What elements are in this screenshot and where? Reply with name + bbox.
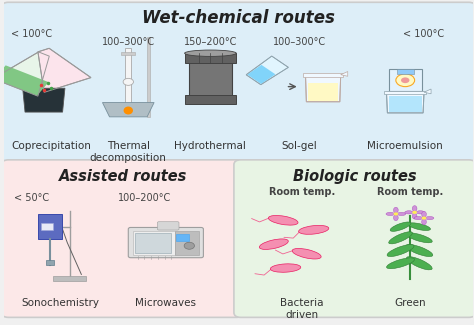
Ellipse shape bbox=[422, 219, 427, 225]
Bar bbox=[184, 53, 236, 63]
Polygon shape bbox=[341, 72, 348, 76]
Polygon shape bbox=[305, 75, 341, 102]
Ellipse shape bbox=[292, 249, 321, 259]
Ellipse shape bbox=[270, 264, 301, 272]
Bar bbox=[121, 52, 136, 55]
Ellipse shape bbox=[124, 107, 133, 114]
Ellipse shape bbox=[387, 244, 414, 256]
Polygon shape bbox=[247, 65, 275, 84]
Polygon shape bbox=[386, 92, 424, 113]
Text: Hydrothermal: Hydrothermal bbox=[174, 141, 246, 151]
Text: 100–200°C: 100–200°C bbox=[118, 193, 171, 203]
Bar bbox=[147, 37, 150, 117]
Bar bbox=[41, 224, 53, 230]
Ellipse shape bbox=[396, 74, 415, 87]
Ellipse shape bbox=[397, 212, 406, 215]
Text: < 100°C: < 100°C bbox=[403, 29, 445, 39]
Polygon shape bbox=[0, 52, 49, 96]
Ellipse shape bbox=[406, 244, 433, 256]
Ellipse shape bbox=[184, 242, 194, 249]
Text: Coprecipitation: Coprecipitation bbox=[11, 141, 91, 151]
Polygon shape bbox=[0, 65, 49, 96]
Ellipse shape bbox=[268, 215, 298, 225]
Bar bbox=[136, 233, 171, 253]
Text: Sonochemistry: Sonochemistry bbox=[21, 298, 99, 308]
Ellipse shape bbox=[416, 211, 425, 214]
Bar bbox=[53, 276, 86, 281]
Text: Room temp.: Room temp. bbox=[377, 187, 443, 197]
Text: Microwaves: Microwaves bbox=[136, 298, 196, 308]
Polygon shape bbox=[23, 88, 65, 112]
Bar bbox=[389, 69, 422, 91]
Bar bbox=[397, 69, 414, 74]
Ellipse shape bbox=[412, 206, 417, 211]
Text: Assisted routes: Assisted routes bbox=[58, 169, 187, 184]
FancyBboxPatch shape bbox=[1, 160, 243, 318]
Ellipse shape bbox=[123, 78, 134, 85]
Text: Sol-gel: Sol-gel bbox=[282, 141, 318, 151]
Text: Thermal
decomposition: Thermal decomposition bbox=[90, 141, 167, 163]
Text: Wet-chemical routes: Wet-chemical routes bbox=[142, 9, 335, 27]
Bar bbox=[38, 214, 62, 240]
Ellipse shape bbox=[426, 216, 434, 220]
Text: Bacteria
driven: Bacteria driven bbox=[280, 298, 324, 320]
Bar bbox=[126, 48, 131, 103]
Text: < 100°C: < 100°C bbox=[11, 29, 53, 39]
Text: 100–300°C: 100–300°C bbox=[273, 37, 326, 47]
FancyBboxPatch shape bbox=[157, 222, 179, 230]
Bar bbox=[175, 231, 199, 254]
Ellipse shape bbox=[422, 211, 427, 217]
FancyBboxPatch shape bbox=[1, 2, 474, 163]
Text: Microemulsion: Microemulsion bbox=[367, 141, 443, 151]
Polygon shape bbox=[424, 89, 431, 94]
Ellipse shape bbox=[390, 222, 411, 231]
Text: 100–300°C: 100–300°C bbox=[102, 37, 155, 47]
Ellipse shape bbox=[259, 239, 288, 249]
Text: < 50°C: < 50°C bbox=[15, 193, 50, 203]
Polygon shape bbox=[308, 83, 338, 101]
Text: Room temp.: Room temp. bbox=[269, 187, 335, 197]
Ellipse shape bbox=[299, 226, 329, 234]
FancyBboxPatch shape bbox=[128, 227, 203, 258]
FancyBboxPatch shape bbox=[234, 160, 474, 318]
Ellipse shape bbox=[387, 258, 415, 269]
Ellipse shape bbox=[386, 212, 394, 215]
Ellipse shape bbox=[401, 77, 410, 83]
Ellipse shape bbox=[422, 216, 427, 220]
Ellipse shape bbox=[389, 232, 412, 244]
Polygon shape bbox=[38, 48, 91, 92]
Bar bbox=[46, 260, 54, 265]
Ellipse shape bbox=[406, 233, 432, 243]
Ellipse shape bbox=[408, 223, 430, 230]
Ellipse shape bbox=[412, 211, 417, 214]
Ellipse shape bbox=[414, 216, 423, 220]
Text: Biologic routes: Biologic routes bbox=[293, 169, 417, 184]
Text: 150–200°C: 150–200°C bbox=[184, 37, 237, 47]
Ellipse shape bbox=[407, 257, 432, 270]
Bar bbox=[384, 91, 427, 94]
Bar bbox=[303, 73, 343, 77]
Ellipse shape bbox=[184, 50, 236, 57]
Ellipse shape bbox=[393, 212, 398, 215]
Bar bbox=[133, 231, 175, 254]
Bar bbox=[189, 58, 232, 99]
Polygon shape bbox=[102, 103, 154, 117]
Bar bbox=[176, 234, 189, 241]
Ellipse shape bbox=[393, 215, 398, 221]
Ellipse shape bbox=[412, 213, 417, 219]
Ellipse shape bbox=[405, 211, 413, 214]
Text: Green: Green bbox=[394, 298, 426, 308]
Ellipse shape bbox=[393, 207, 398, 213]
Bar bbox=[184, 95, 236, 104]
Polygon shape bbox=[389, 96, 422, 112]
Polygon shape bbox=[246, 56, 288, 85]
